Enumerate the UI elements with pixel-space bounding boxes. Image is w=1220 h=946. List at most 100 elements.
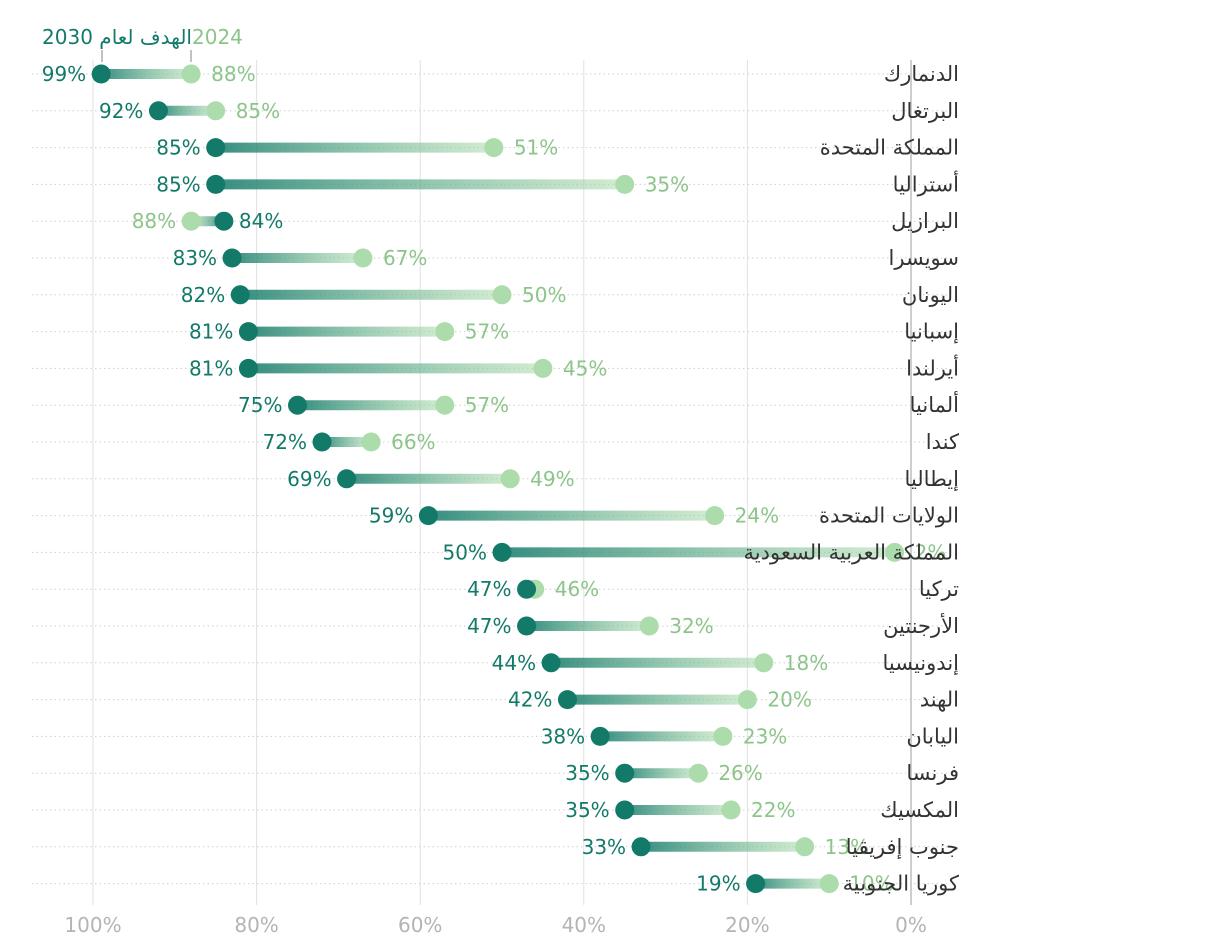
dot-2030 [238,322,258,342]
value-label-2024: 22% [751,798,795,822]
country-label: ألمانيا [910,391,959,417]
value-label-2024: 24% [735,504,779,528]
value-label-2030: 81% [189,320,233,344]
dot-2024 [353,248,373,268]
legend-label-2024: 2024 [192,25,243,49]
dot-2024 [484,138,504,158]
value-label-2030: 82% [181,283,225,307]
value-label-2030: 42% [508,688,552,712]
dot-2030 [615,763,635,783]
value-label-2024: 51% [514,136,558,160]
legend: الهدف لعام 2030 2024 [42,25,243,62]
country-label: إندونيسيا [883,651,960,676]
dot-2030 [230,285,250,305]
dot-2024 [615,174,635,194]
dot-2024 [492,285,512,305]
dot-2030 [91,64,111,84]
dot-2024 [754,653,774,673]
country-label: المملكة المتحدة [820,136,959,160]
country-label: الولايات المتحدة [819,504,959,528]
dot-2030 [312,432,332,452]
country-label: اليونان [902,283,959,307]
value-label-2024: 85% [236,99,280,123]
dot-2030 [418,506,438,526]
dot-2030 [746,874,766,894]
dot-2024 [885,542,905,562]
value-label-2024: 66% [391,430,435,454]
value-label-2030: 44% [492,651,536,675]
country-label: المملكة العربية السعودية [744,540,959,564]
x-tick-label: 20% [725,913,769,937]
value-label-2024: 2% [915,540,947,564]
country-label: أستراليا [893,170,959,196]
dot-2024 [500,469,520,489]
value-label-2024: 57% [465,393,509,417]
x-tick-label: 80% [234,913,278,937]
country-label: اليابان [906,724,959,748]
value-label-2024: 50% [522,283,566,307]
value-label-2030: 35% [565,798,609,822]
dot-2024 [737,690,757,710]
value-label-2024: 26% [718,761,762,785]
dot-2030 [615,800,635,820]
value-label-2024: 32% [669,614,713,638]
value-label-2030: 38% [541,724,585,748]
country-label: فرنسا [906,761,959,785]
value-label-2030: 72% [263,430,307,454]
dot-2030 [541,653,561,673]
dot-2030 [517,616,537,636]
dumbbell-bars [101,69,895,889]
value-label-2030: 69% [287,467,331,491]
country-label: سويسرا [889,246,959,270]
dot-2024 [181,211,201,231]
dot-2030 [148,101,168,121]
dot-2024 [688,763,708,783]
value-label-2024: 88% [132,209,176,233]
dot-2024 [713,726,733,746]
value-label-2024: 18% [784,651,828,675]
value-label-2024: 13% [825,835,869,859]
dot-2030 [214,211,234,231]
country-label: الدنمارك [884,62,959,86]
country-label: الأرجنتين [883,613,959,638]
dot-2030 [288,395,307,415]
value-label-2024: 10% [849,872,893,896]
value-label-2024: 49% [530,467,574,491]
value-label-2030: 84% [239,209,283,233]
country-label: الهند [920,688,959,712]
dot-2030 [206,174,226,194]
value-label-2030: 33% [582,835,626,859]
x-tick-label: 60% [398,913,442,937]
country-labels: الدنمارك البرتغال المملكة المتحدة أستراليا ا… [744,62,960,896]
dot-2024 [721,800,741,820]
value-label-2024: 57% [465,320,509,344]
country-label: إسبانيا [904,320,959,345]
value-label-2030: 92% [99,99,143,123]
dot-2024 [435,322,455,342]
value-label-2024: 88% [211,62,255,86]
country-label: كوريا الجنوبية [843,872,959,896]
value-label-2030: 75% [238,393,282,417]
country-label: تركيا [919,577,959,601]
dot-2024 [705,506,725,526]
value-label-2024: 45% [563,356,607,380]
value-label-2024: 67% [383,246,427,270]
x-tick-label: 100% [64,913,121,937]
country-label: كندا [926,430,959,454]
country-label: المكسيك [880,798,959,822]
country-label: إيطاليا [905,467,959,492]
dot-2030 [631,837,651,857]
dot-2030 [590,726,610,746]
x-tick-label: 40% [562,913,606,937]
dot-2030 [492,542,512,562]
dot-2030 [557,690,577,710]
value-label-2024: 46% [555,577,599,601]
dot-2030 [337,469,357,489]
country-label: البرتغال [891,99,959,123]
x-axis-ticks: 100% 80% 60% 40% 20% 0% [64,913,926,937]
dot-2024 [361,432,381,452]
value-label-2030: 85% [156,172,200,196]
dot-2024 [435,395,455,415]
value-label-2030: 47% [467,577,511,601]
dot-2024 [639,616,659,636]
